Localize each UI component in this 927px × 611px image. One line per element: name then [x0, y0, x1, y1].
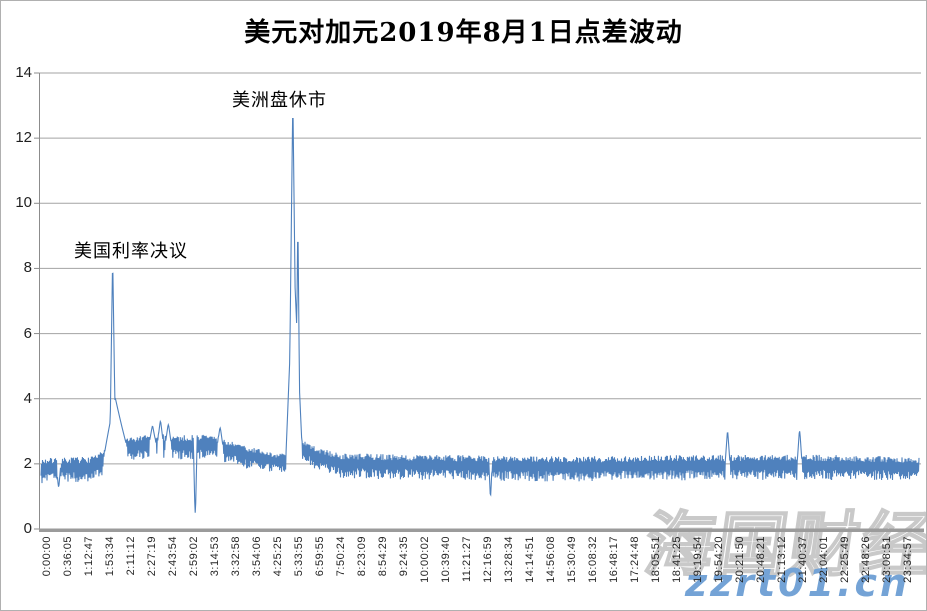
x-tick-label: 0:00:00: [41, 536, 54, 577]
x-tick-label: 2:11:12: [125, 536, 138, 576]
annotation-americas-market-close: 美洲盘休市: [232, 90, 327, 111]
x-tick-label: 4:25:25: [272, 536, 285, 577]
watermark-site-url: zzrt01.cn: [685, 561, 911, 605]
x-tick-label: 16:08:32: [587, 536, 600, 583]
spread-series-line: [40, 118, 920, 513]
x-tick-label: 2:43:54: [167, 536, 180, 577]
x-tick-label: 7:50:24: [335, 536, 348, 577]
x-tick-label: 22:04:01: [818, 536, 831, 583]
x-tick-label: 1:53:34: [104, 536, 117, 577]
x-tick-label: 3:14:53: [209, 536, 222, 577]
x-tick-label: 23:34:57: [902, 536, 915, 583]
annotation-us-rate-decision: 美国利率决议: [74, 241, 188, 262]
y-tick-label: 12: [15, 129, 32, 147]
x-tick-label: 20:48:21: [755, 536, 768, 583]
x-tick-label: 12:16:59: [482, 536, 495, 583]
x-tick-label: 22:25:49: [839, 536, 852, 583]
x-tick-label: 10:39:40: [440, 536, 453, 583]
x-tick-label: 8:23:09: [356, 536, 369, 577]
x-tick-label: 14:56:08: [545, 536, 558, 583]
x-tick-label: 1:12:47: [83, 536, 96, 577]
x-tick-label: 13:28:34: [503, 536, 516, 583]
x-tick-label: 8:54:29: [377, 536, 390, 577]
x-tick-label: 5:33:55: [293, 536, 306, 577]
chart-title: 美元对加元2019年8月1日点差波动: [244, 18, 683, 48]
x-tick-label: 14:14:51: [524, 536, 537, 583]
y-tick-label: 0: [23, 520, 32, 537]
x-tick-label: 3:32:58: [230, 536, 243, 577]
y-tick-label: 4: [23, 389, 32, 407]
x-tick-label: 11:21:27: [461, 536, 474, 583]
x-tick-label: 21:13:12: [776, 536, 789, 583]
x-axis-line: [39, 528, 924, 532]
x-tick-label: 3:54:06: [251, 536, 264, 577]
x-tick-label: 9:24:35: [398, 536, 411, 577]
x-tick-label: 2:59:02: [188, 536, 201, 577]
x-tick-label: 15:30:49: [566, 536, 579, 583]
y-tick-label: 2: [23, 454, 32, 472]
y-tick-label: 14: [15, 64, 32, 81]
x-tick-label: 19:19:54: [692, 536, 705, 583]
x-tick-label: 22:48:26: [860, 536, 873, 583]
x-tick-label: 20:21:50: [734, 536, 747, 583]
y-tick-label: 8: [23, 259, 32, 277]
x-tick-label: 18:05:51: [650, 536, 663, 583]
x-tick-label: 6:59:55: [314, 536, 327, 577]
x-tick-label: 19:54:20: [713, 536, 726, 583]
x-tick-label: 10:00:02: [419, 536, 432, 583]
x-tick-label: 2:27:19: [146, 536, 159, 577]
x-tick-label: 16:48:17: [608, 536, 621, 583]
x-tick-label: 0:36:05: [62, 536, 75, 577]
y-tick-label: 6: [23, 324, 32, 342]
y-tick-label: 10: [15, 194, 32, 212]
x-tick-label: 18:41:25: [671, 536, 684, 583]
x-tick-label: 23:08:51: [881, 536, 894, 583]
x-tick-label: 21:40:37: [797, 536, 810, 583]
x-tick-label: 17:24:48: [629, 536, 642, 583]
